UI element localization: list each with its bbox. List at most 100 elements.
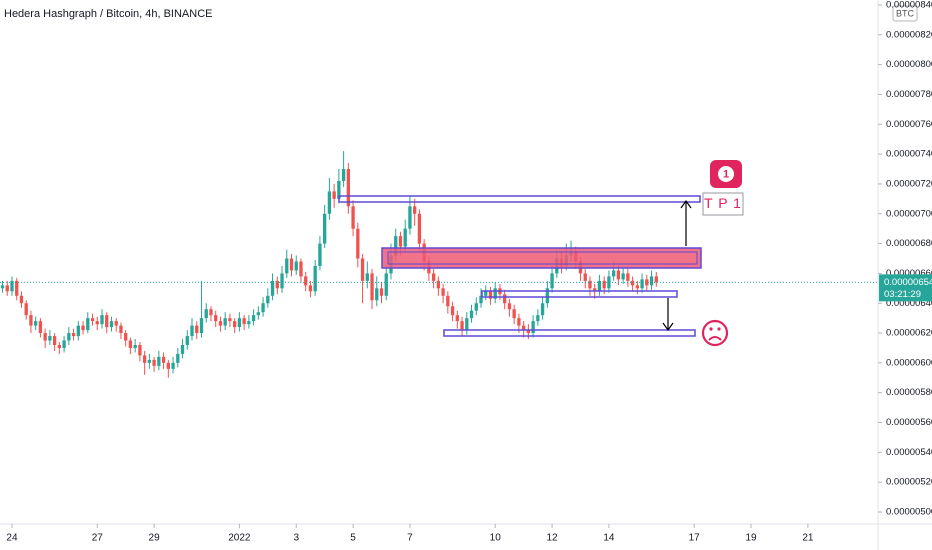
candle-body — [379, 288, 384, 296]
candle-body — [180, 344, 185, 354]
candle-body — [81, 325, 85, 331]
candle-body — [597, 280, 602, 292]
candle-body — [346, 169, 351, 207]
zone-support — [481, 290, 678, 298]
candle-body — [275, 280, 279, 289]
y-tick-label: 0.00000740 — [886, 149, 932, 160]
y-tick-label: 0.00000520 — [886, 477, 932, 488]
candle-body — [507, 303, 512, 310]
money-icon-label: 1 — [723, 168, 729, 180]
zone-stop — [443, 329, 696, 337]
candle-body — [266, 295, 270, 304]
candle-body — [365, 273, 369, 281]
candle-body — [332, 191, 336, 199]
candle-body — [76, 325, 80, 337]
x-tick-label: 12 — [546, 533, 558, 544]
candle-body — [289, 258, 294, 271]
candle-body — [654, 276, 658, 283]
candle-body — [545, 288, 549, 304]
candle-body — [15, 280, 19, 296]
candle-body — [531, 321, 535, 334]
candle-body — [626, 273, 630, 281]
candle-body — [602, 280, 606, 289]
candle-body — [199, 318, 204, 334]
candle-body — [138, 344, 142, 356]
candle-body — [142, 355, 147, 363]
candle-body — [611, 270, 616, 277]
candle-body — [413, 206, 417, 214]
y-tick-label: 0.00000720 — [886, 178, 932, 189]
last-price-box — [879, 274, 932, 302]
candle-body — [327, 191, 332, 214]
candle-body — [157, 356, 161, 366]
candle-body — [479, 295, 483, 304]
candle-body — [318, 243, 322, 266]
arrow-down-head — [662, 322, 674, 332]
currency-label: BTC — [896, 8, 915, 18]
sad-face-eye — [709, 327, 713, 331]
y-tick-label: 0.00000560 — [886, 417, 932, 428]
candle-body — [114, 321, 118, 326]
candle-body — [195, 325, 199, 334]
candle-body — [29, 315, 33, 326]
sad-face — [701, 319, 729, 347]
candle-body — [190, 325, 194, 337]
candle-body — [455, 315, 459, 322]
candle-body — [62, 340, 66, 348]
candle-body — [124, 333, 128, 341]
zone-resistance — [381, 247, 702, 269]
candle-body — [100, 315, 104, 325]
candle-body — [394, 236, 398, 256]
arrow-up-head — [680, 199, 692, 209]
tp-label: T P 1 — [704, 195, 742, 211]
candle-body — [630, 280, 635, 286]
candle-body — [517, 318, 521, 326]
candle-body — [512, 309, 516, 319]
y-tick-label: 0.00000820 — [886, 29, 932, 40]
candle-body — [67, 333, 71, 341]
candle-body — [71, 333, 76, 337]
candle-body — [417, 213, 422, 244]
y-tick-label: 0.00000640 — [886, 298, 932, 309]
candle-body — [147, 359, 152, 363]
candle-body — [90, 318, 95, 322]
x-tick-label: 7 — [407, 533, 413, 544]
candle-body — [384, 273, 388, 296]
y-tick-label: 0.00000760 — [886, 119, 932, 130]
candle-body — [5, 285, 9, 292]
x-tick-label: 3 — [293, 533, 299, 544]
candle-body — [204, 309, 208, 319]
candle-body — [57, 344, 62, 348]
y-tick-label: 0.00000680 — [886, 238, 932, 249]
candle-body — [469, 310, 474, 319]
candle-body — [484, 291, 488, 296]
candle-body — [621, 273, 625, 280]
candle-body — [218, 321, 223, 326]
y-tick-label: 0.00000620 — [886, 328, 932, 339]
candle-body — [474, 303, 478, 311]
candle-body — [540, 303, 545, 316]
candle-body — [10, 280, 14, 292]
candle-body — [86, 318, 90, 331]
candle-body — [242, 318, 246, 325]
candle-body — [171, 362, 175, 369]
chart-title: Hedera Hashgraph / Bitcoin, 4h, BINANCE — [4, 8, 213, 20]
candle-body — [119, 325, 123, 334]
candle-body — [370, 273, 374, 301]
candle-body — [105, 315, 109, 328]
candle-body — [34, 321, 38, 326]
candle-body — [536, 315, 540, 322]
candle-body — [299, 261, 303, 277]
x-tick-label: 2022 — [228, 533, 251, 544]
candle-body — [645, 279, 649, 286]
candle-body — [48, 336, 52, 341]
x-tick-label: 21 — [802, 533, 814, 544]
candle-body — [550, 273, 554, 289]
x-tick-label: 24 — [6, 533, 18, 544]
sad-face-mouth — [708, 336, 722, 341]
candle-body — [19, 295, 24, 304]
candle-body — [95, 321, 99, 325]
candle-body — [337, 180, 341, 199]
candle-body — [526, 330, 531, 334]
candle-body — [493, 288, 497, 299]
